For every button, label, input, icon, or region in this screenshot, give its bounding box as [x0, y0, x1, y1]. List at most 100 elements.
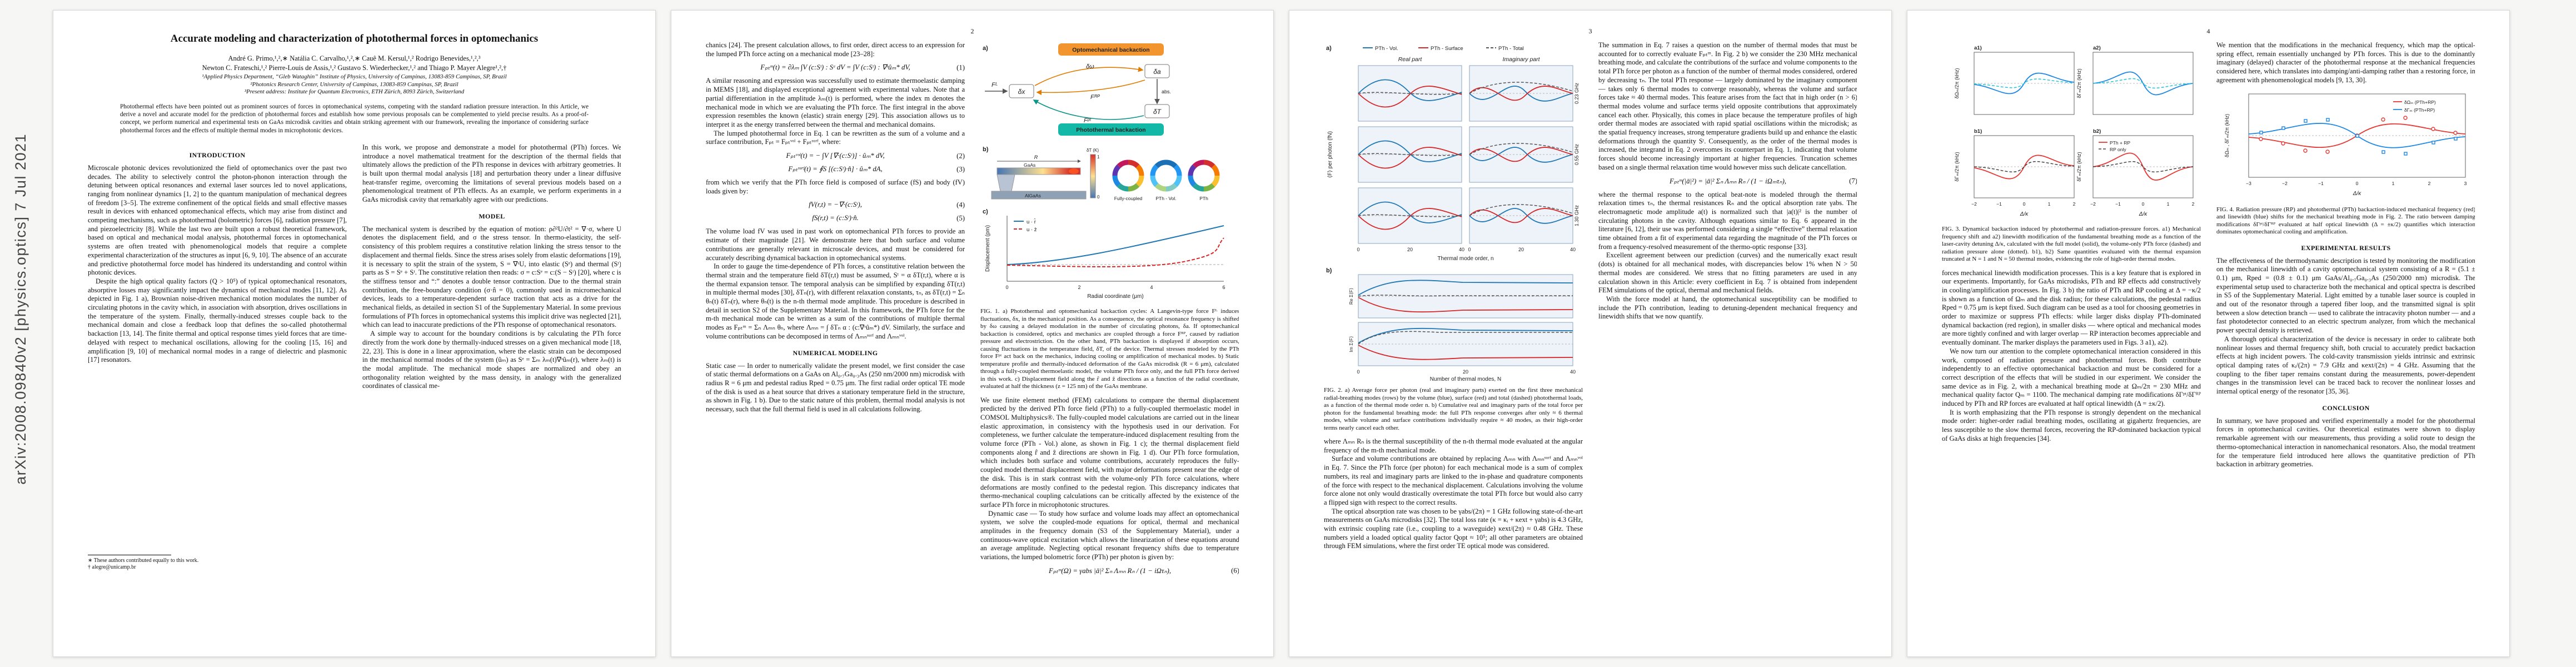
figure-1: a) Optomechanical backaction Phototherma… — [980, 42, 1239, 303]
fig4-data-points-gamma — [2259, 117, 2458, 156]
fig3-ylabel-freq: δΩₘ/2π (kHz) — [1954, 68, 1960, 98]
force-langevin-label: Fᴸ — [991, 82, 998, 88]
authors-line-1: André G. Primo,¹,²,∗ Natália C. Carvalho… — [228, 54, 481, 62]
figure-3-graphic: a1) a2) b1) b2) — [1954, 45, 2195, 217]
page-3-columns: a) PTh - Vol. PTh - Surface PTh - Total … — [1324, 41, 1857, 631]
fig2-x-ticks-a: 0 20 40 0 20 40 — [1357, 247, 1576, 252]
ring-label-fully-coupled: Fully-coupled — [1114, 196, 1143, 201]
fig3-ylabel-gamma2: δΓₘ/2π (kHz) — [2076, 68, 2082, 98]
fig2-x-axis-label: Thermal mode order, n — [1437, 256, 1493, 262]
ring-segment — [1150, 164, 1159, 176]
paragraph: The effectiveness of the thermodynamic d… — [2216, 256, 2475, 335]
x-tick: −2 — [1971, 201, 1977, 207]
ring-fully-coupled — [1112, 160, 1144, 192]
paragraph: We mention that the modifications in the… — [2216, 41, 2475, 84]
figure-4: δΩₘ (PTh+RP) δΓₘ (PTh+RP) −3 −2 −1 0 1 2… — [2216, 86, 2475, 202]
fig2-y-axis-label: ⟨F⟩ per photon (fN) — [1327, 131, 1333, 178]
x-tick: 20 — [1407, 247, 1413, 252]
fig3-inner-legend: PTh + RP RP only — [2099, 140, 2130, 152]
colorbar-max: 1 — [1097, 155, 1100, 160]
paragraph: The summation in Eq. 7 raises a question… — [1598, 41, 1857, 171]
gaas-label: GaAs — [1024, 162, 1035, 168]
x-tick: 0 — [1005, 285, 1008, 290]
ring-segment — [1128, 160, 1140, 168]
x-tick: −2 — [2090, 201, 2096, 207]
fig2-cumulative-panels — [1358, 274, 1573, 366]
fig3-ylabel-gamma: δΓₘ/2π (kHz) — [1954, 152, 1960, 181]
x-tick: 2 — [2073, 201, 2076, 207]
page-1-column-1: INTRODUCTION Microscale photonic devices … — [88, 143, 347, 571]
fig4-ylabel: δΩₘ , δΓₘ/2π (kHz) — [2224, 113, 2230, 157]
y-axis-label: Displacement (pm) — [985, 225, 991, 272]
paragraph: A similar reasoning and expression was s… — [706, 77, 965, 128]
x-tick: 40 — [1570, 369, 1576, 375]
legend-freq: δΩₘ (PTh+RP) — [2404, 99, 2436, 105]
x-tick: 4 — [1150, 285, 1153, 290]
ring-segment — [1117, 160, 1129, 168]
paragraph: We now turn our attention to the complet… — [1942, 347, 2201, 408]
paragraph: The optical absorption rate was chosen t… — [1324, 507, 1583, 550]
absorption-label: abs. — [1162, 89, 1171, 94]
affiliation-1: ¹Applied Physics Department, “Gleb Watag… — [202, 73, 507, 80]
ring-pth-vol — [1150, 160, 1182, 192]
page-number: 3 — [1588, 27, 1592, 35]
ring-pth — [1188, 160, 1220, 192]
ring-segment — [1192, 160, 1204, 168]
x-tick: −2 — [2282, 181, 2288, 186]
paragraph: In summary, we have proposed and verifie… — [2216, 416, 2475, 469]
delta-omega-label: δω — [1086, 63, 1094, 70]
paragraph: Excellent agreement between our predicti… — [1598, 251, 1857, 295]
authors-line-2: Newton C. Frateschi,¹,² Pierre-Louis de … — [202, 64, 507, 72]
page-2-column-2: a) Optomechanical backaction Phototherma… — [980, 41, 1239, 631]
legend-full: PTh + RP — [2110, 140, 2130, 146]
x-tick: 2 — [1078, 285, 1080, 290]
optical-mode-spot — [1069, 168, 1079, 174]
fig4-data-points-freq — [2259, 115, 2458, 154]
figure-4-caption: FIG. 4. Radiation pressure (RP) and phot… — [2216, 206, 2475, 236]
page-number: 4 — [2206, 27, 2210, 35]
microdisk-cross-section: R GaAs AlGaAs — [991, 155, 1087, 200]
figure-3-caption: FIG. 3. Dynamical backaction induced by … — [1942, 226, 2201, 262]
x-tick: 0 — [2356, 181, 2359, 186]
abstract: Photothermal effects have been pointed o… — [120, 103, 589, 134]
section-heading: MODEL — [479, 212, 505, 220]
ring-label-pth: PTh — [1199, 196, 1208, 201]
footnote: ∗ These authors contributed equally to t… — [88, 557, 199, 564]
paragraph: It is worth emphasizing that the PTh res… — [1942, 408, 2201, 442]
row2-frequency: 0.55 GHz — [1574, 143, 1580, 165]
ring-segment — [1211, 175, 1220, 187]
paragraph: Despite the high optical quality factors… — [88, 277, 347, 364]
ring-segment — [1165, 160, 1178, 168]
row3-frequency: 1.30 GHz — [1574, 205, 1580, 226]
page-1: Accurate modeling and characterization o… — [53, 10, 656, 657]
ring-segment — [1203, 183, 1215, 192]
node-dT: δT — [1153, 108, 1162, 116]
colorbar-title: δT (K) — [1087, 148, 1099, 153]
x-tick: 1 — [2392, 181, 2395, 186]
equation: Fₚₜᵛᵒˡ(t) = − ∫V [∇·(c:Sᵗ)] · ûₘ* dV, (2) — [786, 152, 965, 160]
deformation-rings: Fully-coupled PTh - Vol. PTh — [1112, 160, 1220, 201]
x-tick: −3 — [2246, 181, 2251, 186]
equation: Fₚₜᵐ(|ā|²) = |ā|² Σₙ Λₘₙ Rₙ / (1 − iΩₘτₙ… — [1669, 177, 1857, 185]
x-tick: 2 — [2428, 181, 2431, 186]
colorbar-min: 0 — [1097, 195, 1100, 200]
fig3-xlabel-left: Δ/κ — [2020, 211, 2029, 217]
section-heading: CONCLUSION — [2322, 404, 2370, 412]
section-heading: NUMERICAL MODELING — [793, 349, 878, 357]
fig4-legend: δΩₘ (PTh+RP) δΓₘ (PTh+RP) — [2393, 99, 2436, 113]
figure-2: a) PTh - Vol. PTh - Surface PTh - Total … — [1324, 42, 1583, 382]
x-tick: −1 — [2318, 181, 2324, 186]
fig3-x-ticks: −2 −1 0 1 2 −2 −1 0 1 2 — [1971, 201, 2194, 207]
x-tick: 20 — [1463, 369, 1468, 375]
fig3-panels — [1974, 52, 2194, 198]
equation: Fₚₜᵐ(Ω) = γabs |ā|² Σₙ Λₘₙ Rₙ / (1 − iΩτ… — [1048, 566, 1239, 575]
page-1-column-2: In this work, we propose and demonstrate… — [362, 143, 621, 571]
affiliation-3: ³Present address: Institute for Quantum … — [244, 88, 465, 95]
fig2-x-axis-label-2: Number of thermal modes, N — [1430, 376, 1501, 382]
legend-rp: RP only — [2110, 147, 2126, 152]
imaginary-part-header: Imaginary part — [1502, 56, 1540, 63]
ring-segment — [1165, 183, 1178, 192]
re-sum-label: Re Σ⟨F⟩ — [1348, 288, 1354, 305]
paragraph: from which we verify that the PTh force … — [706, 178, 965, 195]
